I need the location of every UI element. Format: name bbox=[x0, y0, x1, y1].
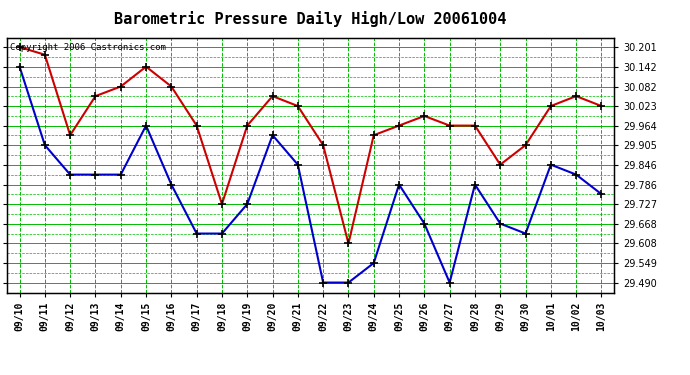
Text: Barometric Pressure Daily High/Low 20061004: Barometric Pressure Daily High/Low 20061… bbox=[115, 11, 506, 27]
Text: Copyright 2006 Castronics.com: Copyright 2006 Castronics.com bbox=[10, 43, 166, 52]
